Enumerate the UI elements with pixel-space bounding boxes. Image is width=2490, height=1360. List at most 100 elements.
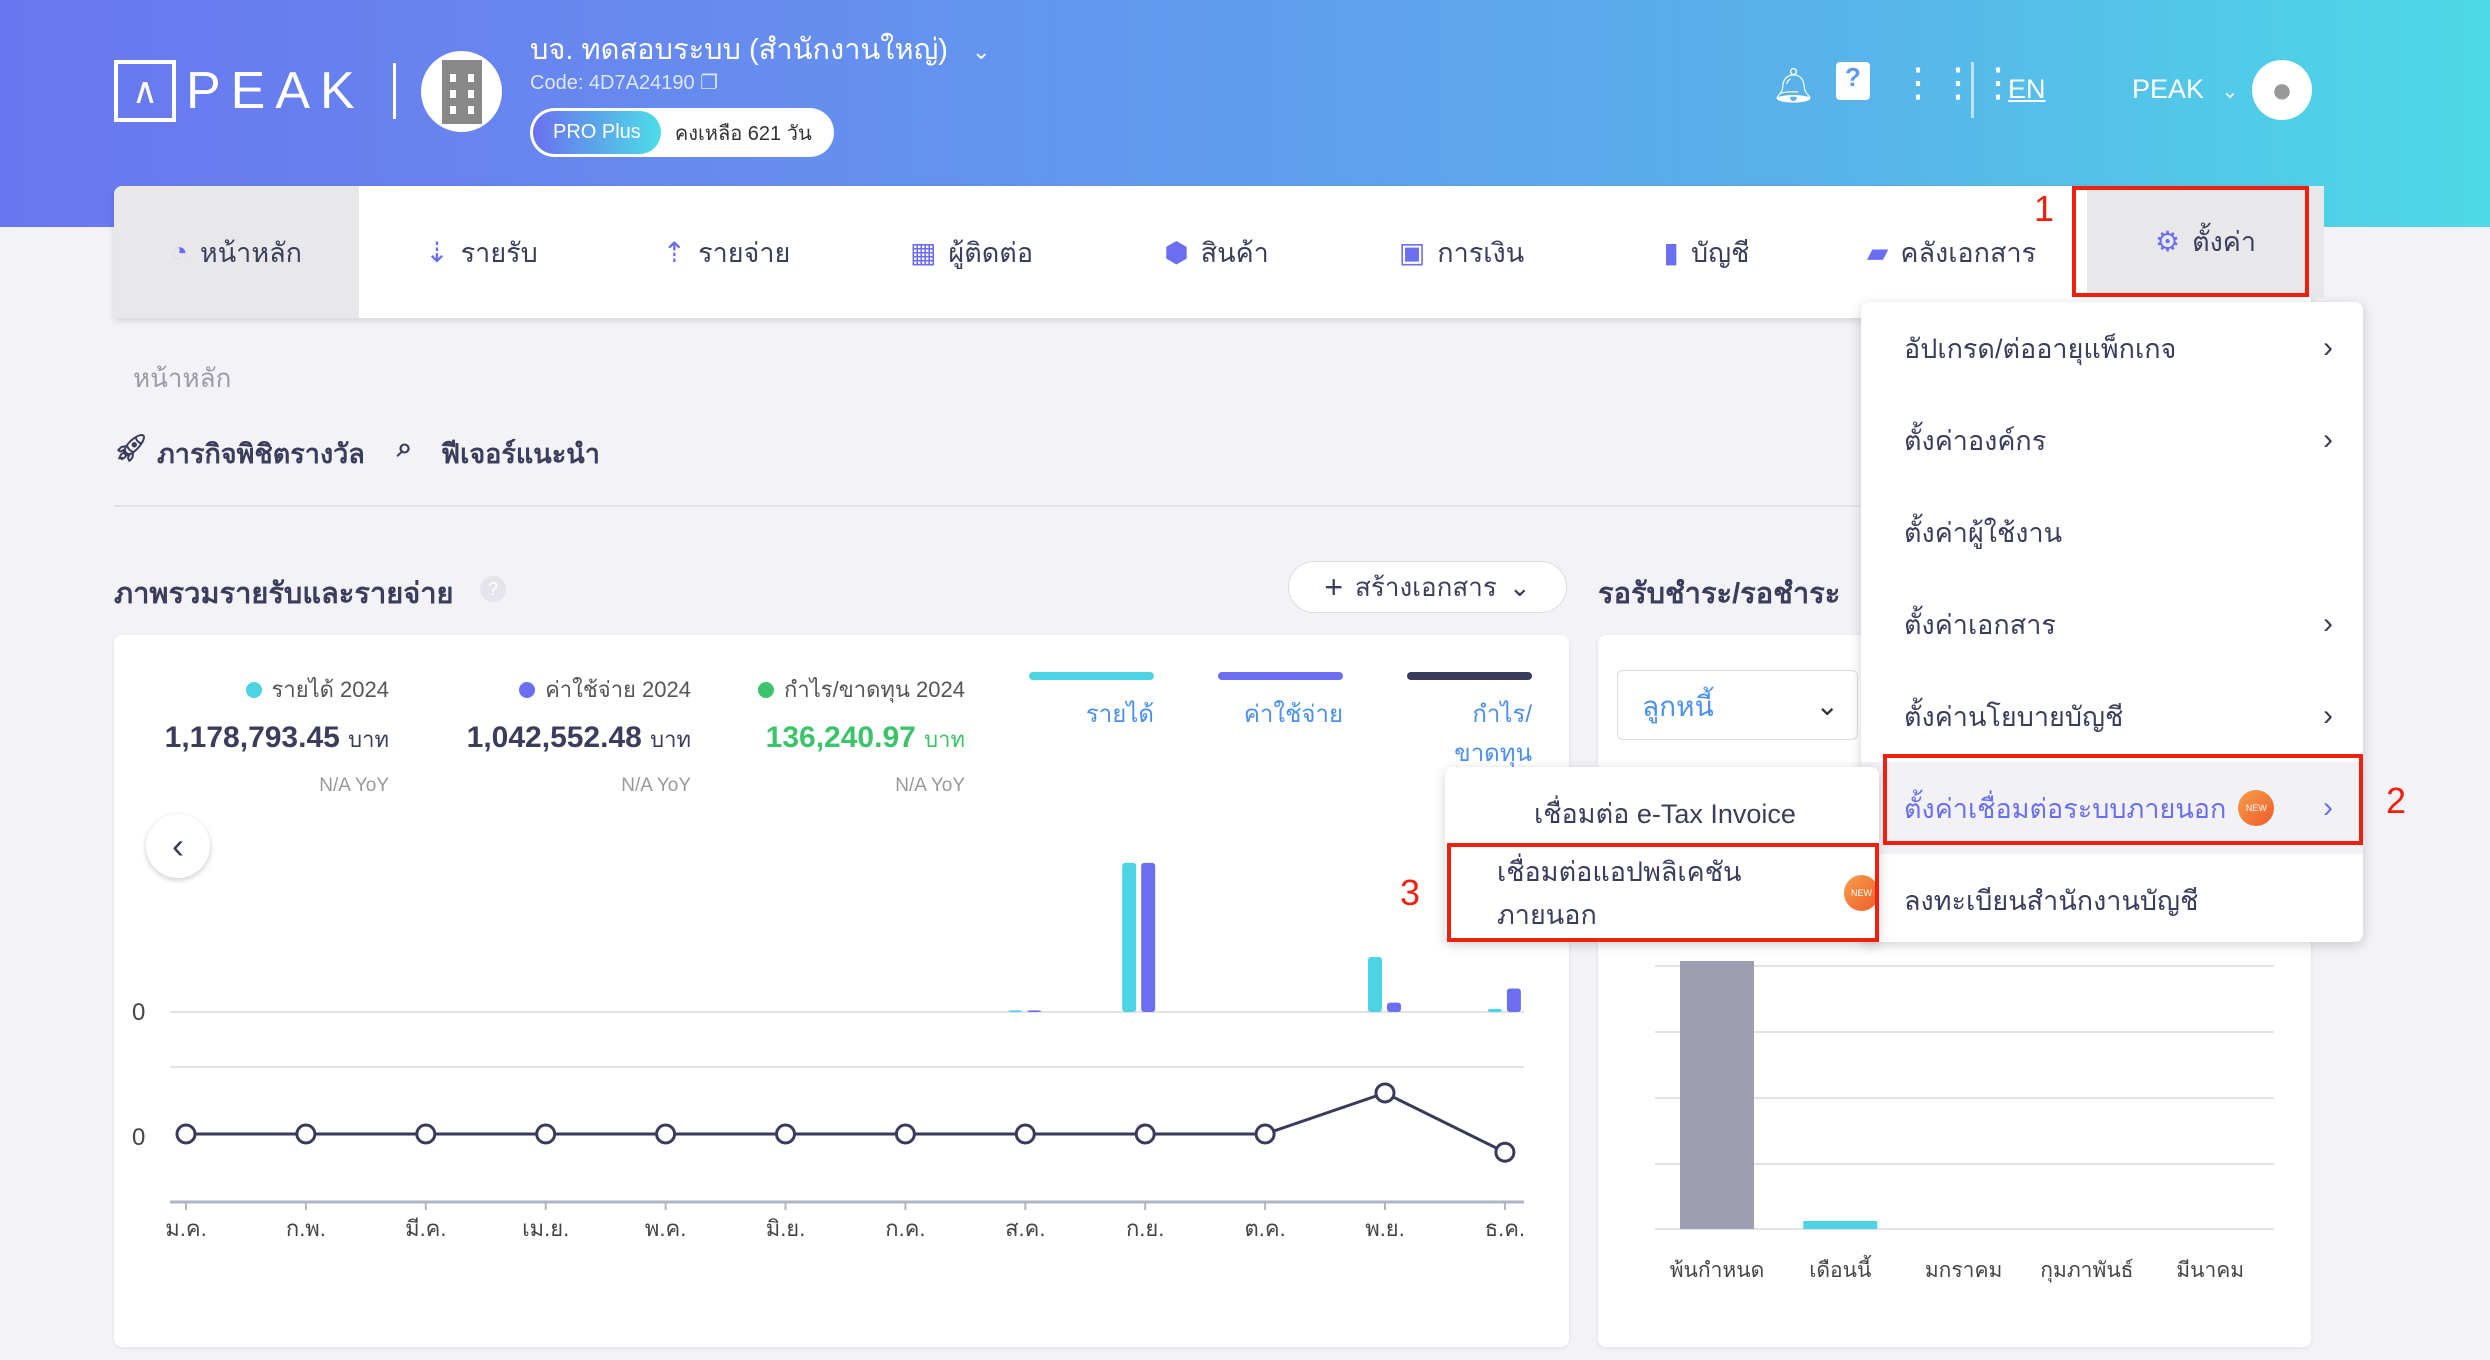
stat-income: รายได้ 2024 1,178,793.45 บาท N/A YoY — [165, 672, 389, 797]
legend-profit[interactable]: กำไร/ขาดทุน — [1407, 672, 1532, 772]
overview-chart: 0 0 ม.ค. ก.พ. มี.ค. เม.ย. พ.ค. มิ.ย. ก.ค. ส.ค. ก.ย… — [132, 862, 1525, 1241]
menu-item[interactable]: ตั้งค่าเอกสาร › — [1861, 578, 2363, 670]
new-badge-icon: NEW — [1843, 875, 1879, 911]
nav-products[interactable]: ⬢ สินค้า — [1094, 186, 1339, 318]
main-nav: ◔ หน้าหลัก ⇣ รายรับ ⇡ รายจ่าย ▦ ผู้ติดต่อ ⬢ ส… — [114, 186, 2324, 318]
mission-link[interactable]: ภารกิจพิชิตรางวัล — [157, 439, 365, 469]
plan-remaining: คงเหลือ 621 วัน — [674, 122, 812, 145]
copy-icon[interactable]: ❐ — [700, 72, 719, 94]
user-menu[interactable]: PEAK ⌄ — [2132, 74, 2238, 105]
company-avatar[interactable] — [421, 51, 502, 132]
legend-expense[interactable]: ค่าใช้จ่าย — [1218, 672, 1343, 733]
chevron-right-icon: › — [2323, 791, 2333, 824]
menu-label: เชื่อมต่อแอปพลิเคชันภายนอก — [1497, 857, 1742, 930]
new-badge-icon: NEW — [2238, 790, 2275, 826]
bar-income — [1487, 1008, 1502, 1012]
company-switcher[interactable]: บจ. ทดสอบระบบ (สำนักงานใหญ่) ⌄ — [530, 26, 990, 72]
user-name: PEAK — [2132, 74, 2205, 104]
language-toggle[interactable]: EN — [2008, 74, 2046, 104]
menu-item[interactable]: ตั้งค่านโยบายบัญชี › — [1861, 670, 2363, 762]
profit-point — [894, 1123, 916, 1145]
chevron-right-icon: › — [2323, 423, 2333, 456]
menu-label: อัปเกรด/ต่ออายุแพ็กเกจ — [1904, 333, 2177, 364]
expense-dot — [519, 682, 536, 698]
money-icon: ▣ — [1398, 236, 1426, 268]
chevron-left-icon: ‹ — [172, 825, 184, 866]
x-tick-label: เดือนนี้ — [1809, 1255, 1871, 1282]
nav-label: คลังเอกสาร — [1900, 237, 2037, 268]
nav-label: การเงิน — [1437, 237, 1525, 268]
bar-income — [1368, 957, 1382, 1012]
annotation-3: 3 — [1400, 872, 1421, 913]
bar — [1803, 1220, 1878, 1229]
x-tick-label: ต.ค. — [1244, 1216, 1285, 1241]
nav-label: หน้าหลัก — [199, 237, 303, 268]
help-icon[interactable]: ? — [480, 576, 506, 602]
x-tick-label: ม.ค. — [165, 1216, 206, 1241]
plan-name: PRO Plus — [533, 111, 661, 154]
profit-point — [655, 1123, 677, 1145]
income-icon: ⇣ — [425, 236, 449, 268]
user-avatar[interactable]: ● — [2252, 60, 2312, 120]
bell-icon[interactable]: 🔔︎ — [1772, 67, 1816, 105]
plus-icon: + — [1324, 568, 1344, 605]
features-link[interactable]: ฟีเจอร์แนะนำ — [441, 439, 600, 469]
nav-documents[interactable]: ▰ คลังเอกสาร — [1829, 186, 2074, 318]
highlight-box-1 — [2072, 186, 2309, 297]
receivable-title: รอรับชำระ/รอชำระ — [1598, 578, 1841, 610]
plan-badge[interactable]: PRO Plus คงเหลือ 621 วัน — [530, 108, 834, 157]
nav-settings[interactable]: ⚙ ตั้งค่า — [2087, 186, 2324, 297]
nav-accounting[interactable]: ▮ บัญชี — [1584, 186, 1829, 318]
profit-dot — [758, 682, 775, 698]
y-tick-label: 0 — [132, 999, 145, 1026]
profit-point — [175, 1123, 197, 1145]
nav-finance[interactable]: ▣ การเงิน — [1339, 186, 1584, 318]
stat-profit: กำไร/ขาดทุน 2024 136,240.97 บาท N/A YoY — [758, 672, 965, 797]
menu-item[interactable]: ตั้งค่าองค์กร › — [1861, 394, 2363, 486]
nav-expense[interactable]: ⇡ รายจ่าย — [604, 186, 849, 318]
nav-home[interactable]: ◔ หน้าหลัก — [114, 186, 359, 318]
stat-yoy: N/A YoY — [621, 775, 691, 796]
breadcrumb[interactable]: หน้าหลัก — [133, 363, 232, 393]
peak-logo[interactable]: ∧ PEAK — [114, 60, 396, 122]
profit-point — [775, 1123, 796, 1145]
x-tick-label: พ.ย. — [1365, 1216, 1405, 1241]
legend-income[interactable]: รายได้ — [1029, 672, 1154, 733]
divider — [114, 505, 2311, 507]
create-document-button[interactable]: + สร้างเอกสาร ⌄ — [1288, 561, 1567, 613]
menu-item[interactable]: ลงทะเบียนสำนักงานบัญชี — [1861, 854, 2363, 946]
expense-icon: ⇡ — [662, 236, 687, 268]
x-tick-label: พ.ค. — [645, 1216, 686, 1241]
select-value: ลูกหนี้ — [1642, 691, 1714, 722]
profit-point — [295, 1123, 317, 1145]
chart-prev-button[interactable]: ‹ — [146, 814, 210, 878]
menu-item[interactable]: อัปเกรด/ต่ออายุแพ็กเกจ › — [1861, 302, 2363, 394]
profit-point — [1374, 1082, 1396, 1104]
nav-income[interactable]: ⇣ รายรับ — [359, 186, 604, 318]
x-tick-label: ก.ค. — [885, 1216, 925, 1241]
user-icon: ● — [2271, 69, 2293, 110]
menu-item[interactable]: ตั้งค่าผู้ใช้งาน — [1861, 486, 2363, 578]
y-tick-label: 0 — [132, 1124, 145, 1151]
highlight-box-2 — [1883, 754, 2363, 845]
help-icon[interactable]: ? — [1836, 62, 1870, 100]
chevron-right-icon: › — [2323, 331, 2333, 364]
company-code: Code: 4D7A24190 ❐ — [530, 70, 718, 95]
stat-label: ค่าใช้จ่าย 2024 — [545, 677, 691, 702]
x-tick-label: ก.พ. — [286, 1216, 326, 1241]
bar-expense — [1387, 1002, 1401, 1012]
receivable-type-select[interactable]: ลูกหนี้ ⌄ — [1617, 670, 1858, 740]
settings-menu: อัปเกรด/ต่ออายุแพ็กเกจ › ตั้งค่าองค์กร › ตั้… — [1861, 302, 2363, 942]
menu-item[interactable]: ตั้งค่าเชื่อมต่อระบบภายนอก NEW › — [1861, 762, 2363, 854]
menu-item-external-apps[interactable]: เชื่อมต่อแอปพลิเคชันภายนอก NEW — [1445, 847, 1879, 939]
annotation-1: 1 — [2034, 188, 2055, 229]
menu-item-etax[interactable]: เชื่อมต่อ e-Tax Invoice — [1445, 767, 1879, 859]
bar-income — [1122, 862, 1137, 1012]
apps-grid-icon[interactable]: ⋮⋮⋮ — [1898, 61, 2018, 105]
create-label: สร้างเอกสาร — [1355, 571, 1497, 602]
menu-label: ตั้งค่าเชื่อมต่อระบบภายนอก — [1904, 793, 2227, 824]
box-icon: ⬢ — [1164, 236, 1189, 268]
nav-contacts[interactable]: ▦ ผู้ติดต่อ — [849, 186, 1094, 318]
menu-label: ตั้งค่าผู้ใช้งาน — [1904, 517, 2063, 548]
annotation-2: 2 — [2386, 780, 2407, 821]
